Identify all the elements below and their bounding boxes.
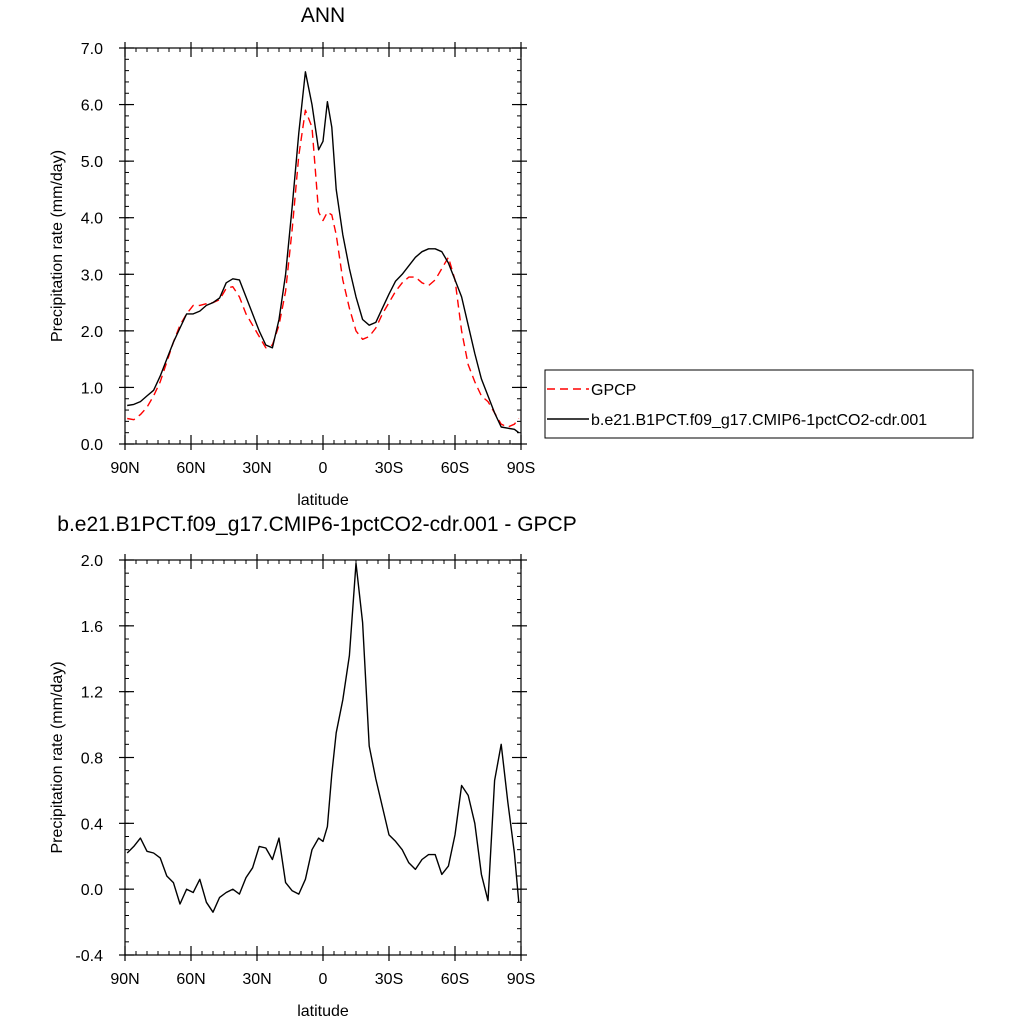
x-tick-label: 90S [507, 971, 535, 988]
x-tick-label: 0 [319, 971, 328, 988]
x-tick-label: 30N [242, 971, 271, 988]
x-axis-label: latitude [297, 492, 349, 509]
x-tick-label: 60N [176, 971, 205, 988]
y-tick-label: 3.0 [81, 267, 103, 284]
x-tick-label: 30S [375, 971, 403, 988]
y-tick-label: 5.0 [81, 154, 103, 171]
chart-title: b.e21.B1PCT.f09_g17.CMIP6-1pctCO2-cdr.00… [57, 513, 576, 536]
x-tick-label: 30S [375, 460, 403, 477]
legend-label: b.e21.B1PCT.f09_g17.CMIP6-1pctCO2-cdr.00… [591, 412, 927, 429]
y-tick-label: 6.0 [81, 98, 103, 115]
series-line-1-2 [127, 71, 520, 434]
x-tick-label: 60S [441, 460, 469, 477]
y-axis-label: Precipitation rate (mm/day) [49, 661, 66, 853]
y-tick-label: 7.0 [81, 41, 103, 58]
y-axis-label: Precipitation rate (mm/day) [49, 150, 66, 342]
x-tick-label: 90N [110, 460, 139, 477]
y-tick-label: 0.8 [81, 751, 103, 768]
x-tick-label: 30N [242, 460, 271, 477]
y-tick-label: 0.0 [81, 882, 103, 899]
chart-title: ANN [301, 4, 345, 27]
x-axis-label: latitude [297, 1003, 349, 1020]
y-tick-label: 0.0 [81, 437, 103, 454]
legend-label: GPCP [591, 382, 636, 399]
plot-frame [124, 47, 522, 445]
x-tick-label: 60S [441, 971, 469, 988]
series-line-1-1 [127, 109, 520, 428]
legend: GPCP b.e21.B1PCT.f09_g17.CMIP6-1pctCO2-cd… [544, 369, 974, 439]
y-tick-label: 1.0 [81, 380, 103, 397]
chart-panel-1: ANN 90N 60N 30N 0 30S 60S 90S 0.0 1.0 2.0 3.0 4.0 5.0… [49, 4, 974, 509]
x-tick-label: 60N [176, 460, 205, 477]
x-tick-label: 90N [110, 971, 139, 988]
y-tick-label: 1.2 [81, 685, 103, 702]
x-tick-label: 90S [507, 460, 535, 477]
y-tick-label: 2.0 [81, 553, 103, 570]
y-tick-label: 1.6 [81, 619, 103, 636]
y-tick-label: 0.4 [81, 816, 103, 833]
y-tick-label: 4.0 [81, 211, 103, 228]
x-tick-label: 0 [319, 460, 328, 477]
series-line-2-1 [126, 562, 520, 913]
y-tick-label: -0.4 [75, 948, 103, 965]
y-tick-label: 2.0 [81, 324, 103, 341]
legend-box [544, 369, 974, 439]
chart-panel-2: b.e21.B1PCT.f09_g17.CMIP6-1pctCO2-cdr.00… [49, 513, 577, 1020]
